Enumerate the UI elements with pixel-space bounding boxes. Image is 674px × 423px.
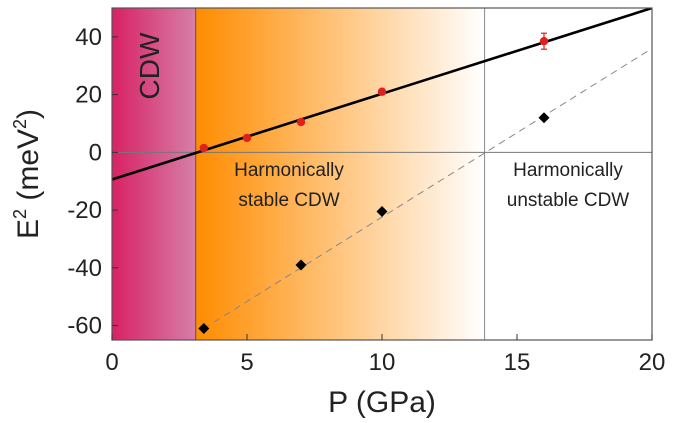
region-label-unstable-line2: unstable CDW — [507, 190, 630, 211]
y-tick-label: -60 — [67, 313, 102, 340]
y-axis-label-close: ) — [12, 109, 45, 119]
x-tick-label: 0 — [105, 349, 118, 376]
y-axis-label-unit: (meV — [12, 129, 45, 209]
data-point-circle-3 — [296, 117, 306, 127]
data-point-diamond-1 — [198, 322, 210, 334]
data-point-diamond-2 — [295, 259, 307, 271]
region-stable-cdw — [195, 8, 485, 340]
y-axis-label: E2 (meV2) — [10, 109, 45, 239]
data-point-circle-2 — [242, 133, 252, 143]
y-axis-label-unit-exp: 2 — [10, 119, 30, 129]
y-axis-label-base: E — [12, 219, 45, 239]
fit-line-series-2 — [203, 47, 652, 329]
x-tick-label: 10 — [369, 349, 396, 376]
data-point-diamond-3 — [376, 206, 388, 218]
x-tick-label: 5 — [240, 349, 253, 376]
x-tick-label: 20 — [639, 349, 666, 376]
region-label-stable-line1: Harmonically — [234, 160, 344, 181]
region-label-stable-line2: stable CDW — [238, 190, 339, 211]
x-axis-label: P (GPa) — [328, 386, 436, 419]
data-point-circle-4 — [377, 87, 387, 96]
y-axis-label-exp: 2 — [10, 209, 30, 219]
x-tick-label: 15 — [504, 349, 531, 376]
y-tick-label: -20 — [67, 197, 102, 224]
y-tick-label: 20 — [75, 82, 102, 109]
region-label-cdw: CDW — [134, 32, 165, 99]
y-tick-label: 40 — [75, 24, 102, 51]
data-point-diamond-4 — [538, 112, 550, 124]
y-tick-label: 0 — [89, 139, 102, 166]
y-tick-label: -40 — [67, 255, 102, 282]
data-point-circle-1 — [199, 143, 208, 153]
region-label-unstable-line1: Harmonically — [513, 160, 623, 181]
